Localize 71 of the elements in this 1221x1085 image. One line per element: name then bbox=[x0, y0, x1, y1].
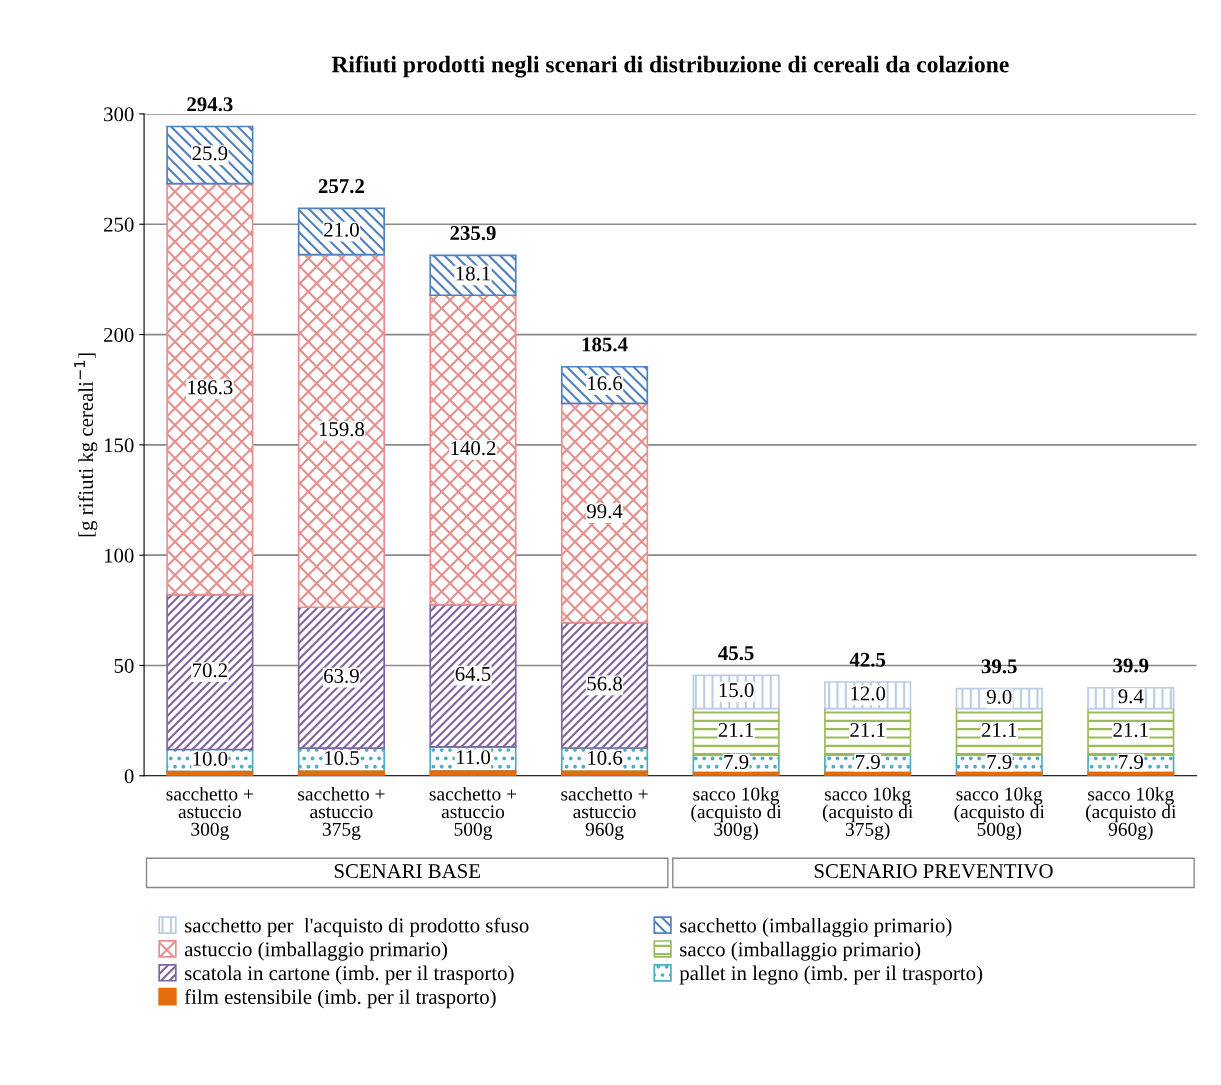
data-label: 10.5 bbox=[325, 750, 359, 766]
data-label: 7.9 bbox=[724, 754, 749, 770]
bar bbox=[560, 402, 649, 624]
legend-label: astuccio (imballaggio primario) bbox=[184, 941, 448, 961]
legend-label: scatola in cartone (imb. per il trasporto) bbox=[185, 965, 514, 985]
data-label: 11.0 bbox=[456, 750, 491, 765]
y-tick-label: 0 bbox=[124, 769, 134, 784]
x-tick-label: sacchetto + astuccio 300g bbox=[166, 786, 253, 840]
legend-label: pallet in legno (imb. per il trasporto) bbox=[679, 965, 983, 985]
text: SCENARIO PREVENTIVO bbox=[814, 864, 1053, 879]
bar bbox=[429, 770, 517, 776]
bar bbox=[297, 606, 386, 750]
total-label: 235.9 bbox=[450, 226, 496, 241]
data-label: 64.5 bbox=[455, 666, 491, 682]
data-label: 63.9 bbox=[324, 668, 359, 684]
x-tick-label: sacco 10kg (acquisto di 960g) bbox=[1086, 786, 1177, 840]
text: SCENARI BASE bbox=[334, 864, 480, 879]
data-label: 10.0 bbox=[193, 751, 228, 766]
data-label: 21.1 bbox=[850, 722, 885, 738]
bar bbox=[429, 603, 517, 748]
data-label: 21.1 bbox=[718, 722, 754, 738]
data-label: 9.0 bbox=[986, 689, 1012, 704]
legend-label: sacchetto (imballaggio primario) bbox=[680, 917, 952, 937]
data-label: 99.4 bbox=[586, 504, 623, 519]
y-tick-label: 100 bbox=[104, 548, 134, 563]
legend-label: film estensibile (imb. per il trasporto) bbox=[184, 989, 496, 1009]
x-tick-label: sacchetto + astuccio 500g bbox=[429, 786, 517, 840]
data-label: 15.0 bbox=[719, 683, 754, 698]
data-label: 159.8 bbox=[319, 422, 365, 437]
x-tick-label: sacco 10kg (acquisto di 375g) bbox=[822, 786, 913, 840]
data-label: 16.6 bbox=[588, 376, 623, 391]
total-label: 45.5 bbox=[718, 646, 754, 661]
total-label: 294.3 bbox=[187, 97, 233, 112]
data-label: 70.2 bbox=[193, 663, 227, 678]
y-tick-label: 250 bbox=[104, 217, 134, 232]
data-label: 7.9 bbox=[1119, 754, 1143, 770]
total-label: 42.5 bbox=[849, 652, 886, 667]
x-tick-label: sacco 10kg (acquisto di 300g) bbox=[691, 786, 782, 840]
data-label: 21.1 bbox=[981, 722, 1017, 738]
legend-label: sacchetto per l'acquisto di prodotto sfuso bbox=[185, 917, 529, 937]
total-label: 39.5 bbox=[981, 659, 1017, 674]
data-label: 21.0 bbox=[324, 222, 359, 237]
y-tick-label: 150 bbox=[104, 438, 134, 453]
data-label: 25.9 bbox=[192, 146, 228, 161]
data-label: 56.8 bbox=[587, 676, 622, 691]
data-label: 9.4 bbox=[1118, 689, 1144, 704]
y-axis-title: [g rifiuti kg cereali$^{−1}$] bbox=[74, 353, 98, 537]
bar bbox=[560, 621, 649, 749]
x-tick-label: sacchetto + astuccio 375g bbox=[298, 786, 385, 840]
x-tick-label: sacchetto + astuccio 960g bbox=[561, 786, 648, 840]
data-label: 21.1 bbox=[1113, 722, 1148, 738]
data-label: 140.2 bbox=[451, 441, 496, 456]
bar bbox=[297, 253, 386, 609]
x-tick-label: sacco 10kg (acquisto di 500g) bbox=[954, 786, 1045, 840]
y-tick-label: 300 bbox=[104, 107, 134, 122]
data-label: 7.9 bbox=[856, 754, 880, 770]
data-label: 7.9 bbox=[987, 754, 1012, 770]
total-label: 39.9 bbox=[1113, 658, 1149, 673]
chart-title: Rifiuti prodotti negli scenari di distribuzione di cereali da colazione bbox=[331, 55, 1009, 78]
data-label: 186.3 bbox=[188, 380, 233, 395]
bar bbox=[166, 593, 254, 751]
data-label: 18.1 bbox=[456, 266, 490, 281]
total-label: 185.4 bbox=[582, 337, 628, 352]
y-tick-label: 200 bbox=[104, 327, 134, 342]
data-label: 10.6 bbox=[588, 750, 623, 765]
y-tick-label: 50 bbox=[114, 658, 134, 673]
total-label: 257.2 bbox=[318, 179, 364, 194]
data-label: 12.0 bbox=[851, 686, 886, 701]
bar bbox=[166, 182, 254, 596]
bar bbox=[429, 294, 517, 606]
legend-label: sacco (imballaggio primario) bbox=[680, 941, 921, 961]
